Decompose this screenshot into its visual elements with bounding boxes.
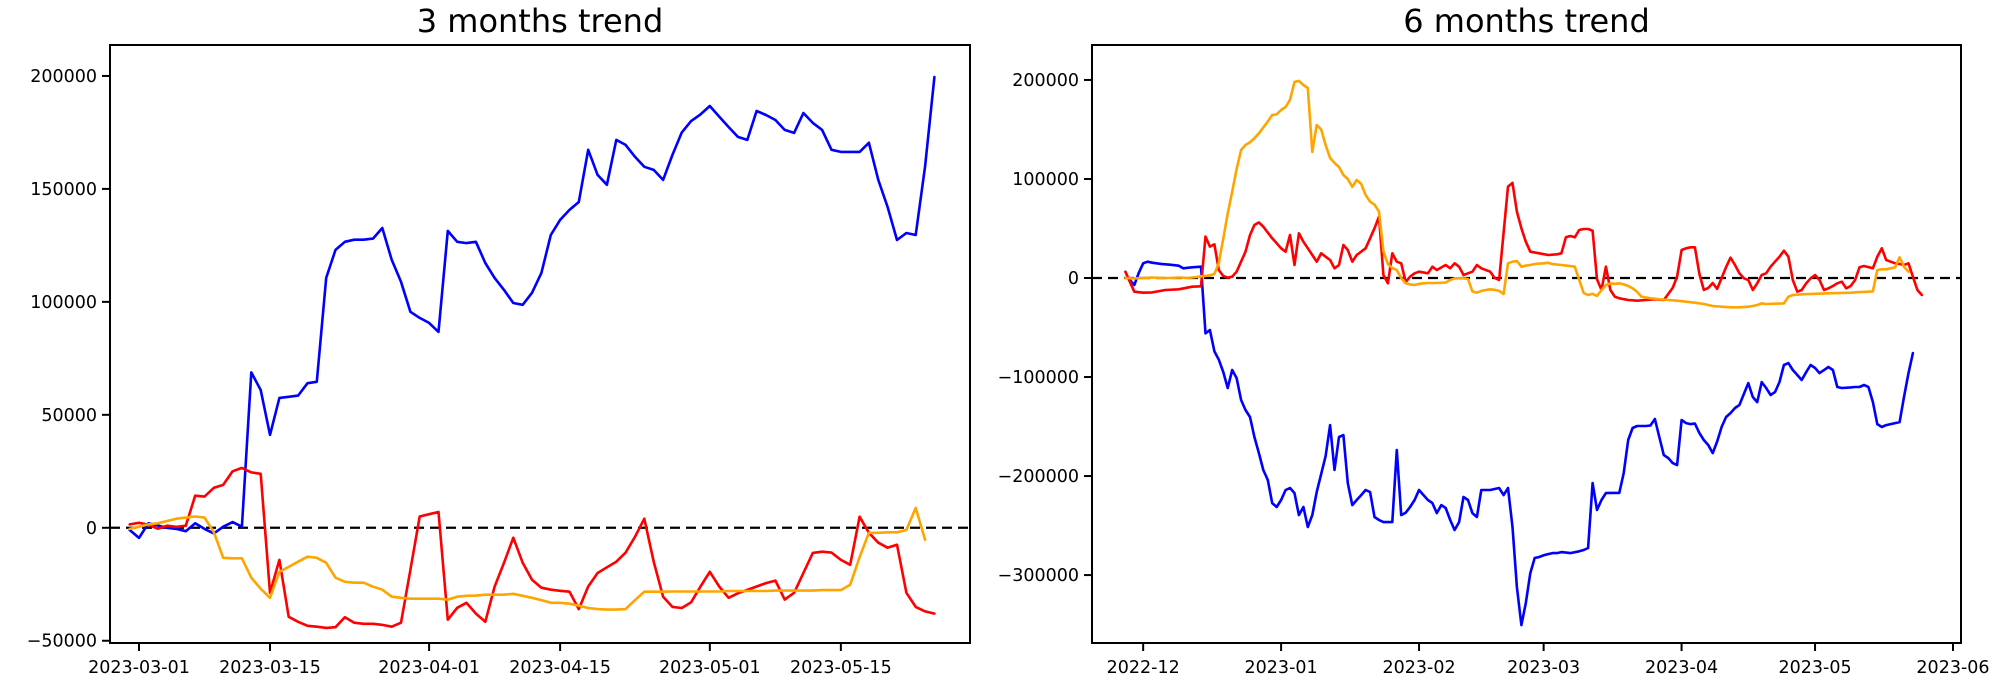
x-tick-label: 2023-05-01 xyxy=(659,658,761,678)
x-tick-label: 2023-04-01 xyxy=(378,658,480,678)
x-tick-label: 2023-06 xyxy=(1916,658,1989,678)
y-tick-label: 0 xyxy=(86,519,97,539)
y-axis: 200000 150000 100000 50000 0 −50000 xyxy=(27,67,110,652)
plot-area-border xyxy=(109,44,971,644)
chart-6-months-trend: 200000 100000 0 −100000 −200000 −300000 2022-1… xyxy=(998,44,1990,678)
x-tick-label: 2023-03 xyxy=(1507,658,1580,678)
chart-3-months-trend: 200000150000100000500000−500002023-03-01… xyxy=(27,44,971,678)
series-line-red xyxy=(128,466,936,630)
y-tick-label: 100000 xyxy=(30,293,97,313)
series-line-orange xyxy=(128,506,927,611)
x-tick-label: 2023-05-15 xyxy=(790,658,892,678)
chart-title-3-months-trend: 3 months trend xyxy=(416,2,664,40)
y-tick-label: 100000 xyxy=(1012,170,1079,190)
x-tick-label: 2023-04 xyxy=(1645,658,1718,678)
x-tick-label: 2023-02 xyxy=(1382,658,1455,678)
series-line-blue xyxy=(1128,260,1915,627)
y-tick-label: −50000 xyxy=(27,632,97,652)
y-tick-label: 200000 xyxy=(1012,71,1079,91)
x-tick-label: 2023-03-01 xyxy=(88,658,190,678)
x-tick-label: 2022-12 xyxy=(1107,658,1180,678)
plot-area-border xyxy=(1091,44,1962,644)
series-line-red xyxy=(1124,181,1924,303)
x-axis: 2023-03-01 2023-03-15 2023-04-01 2023-04-15… xyxy=(88,643,892,678)
x-tick-label: 2023-04-15 xyxy=(509,658,611,678)
series-line-blue xyxy=(128,75,936,540)
chart-title-6-months-trend: 6 months trend xyxy=(1403,2,1650,40)
y-tick-label: −200000 xyxy=(998,467,1079,487)
x-tick-label: 2023-01 xyxy=(1245,658,1318,678)
y-tick-label: −100000 xyxy=(998,368,1079,388)
y-tick-label: 150000 xyxy=(30,180,97,200)
x-axis: 2022-12 2023-01 2023-02 2023-03 2023-04 2023-… xyxy=(1107,643,1990,678)
y-axis: 200000 100000 0 −100000 −200000 −300000 xyxy=(998,71,1092,586)
y-tick-label: −300000 xyxy=(998,566,1079,586)
y-tick-label: 200000 xyxy=(30,67,97,87)
series-line-orange xyxy=(1124,79,1910,309)
x-tick-label: 2023-05 xyxy=(1778,658,1851,678)
x-tick-label: 2023-03-15 xyxy=(219,658,321,678)
y-tick-label: 0 xyxy=(1068,269,1079,289)
y-tick-label: 50000 xyxy=(41,406,97,426)
